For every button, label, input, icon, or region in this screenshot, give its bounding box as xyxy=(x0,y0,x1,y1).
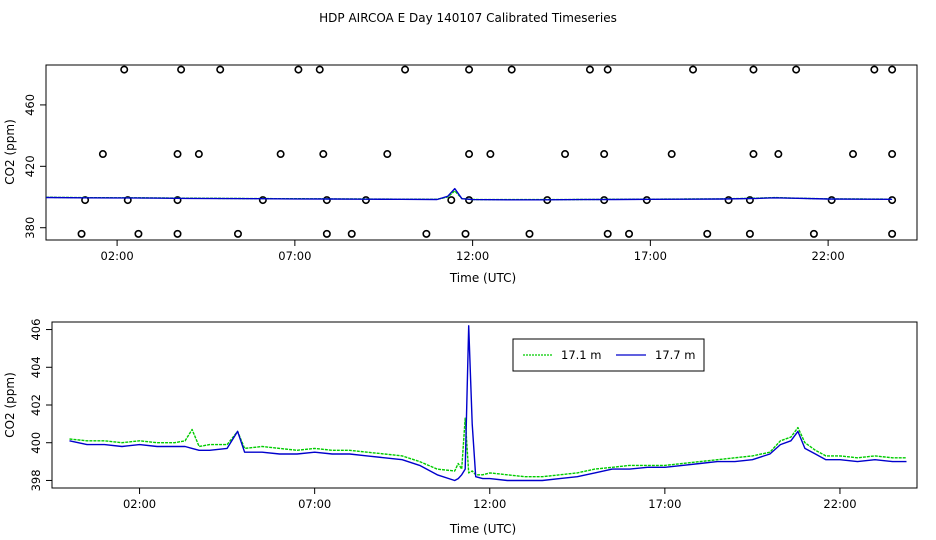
top-circle-point-34 xyxy=(319,150,328,159)
top-circle-point-6 xyxy=(422,229,431,238)
top-circle-point-5 xyxy=(347,229,356,238)
bottom-y-tick-label-1: 400 xyxy=(29,432,43,454)
top-circle-point-30 xyxy=(98,150,107,159)
top-circle-point-11 xyxy=(703,229,712,238)
top-x-tick-label-3: 17:00 xyxy=(634,249,667,263)
top-circle-point-19 xyxy=(322,196,331,205)
top-circle-point-55 xyxy=(689,65,698,74)
top-circle-point-0 xyxy=(77,229,86,238)
top-circle-point-25 xyxy=(642,196,651,205)
bottom-y-tick-label-4: 406 xyxy=(29,319,43,341)
top-circle-point-59 xyxy=(888,65,897,74)
top-series-lines xyxy=(45,187,893,201)
top-circle-point-47 xyxy=(216,65,225,74)
top-circle-point-16 xyxy=(123,196,132,205)
top-circle-point-58 xyxy=(870,65,879,74)
bottom-x-axis-label: Time (UTC) xyxy=(449,522,516,536)
bottom-series-lines xyxy=(69,325,907,482)
legend-label-17-1m: 17.1 m xyxy=(561,348,601,362)
top-y-tick-label-2: 460 xyxy=(23,94,37,116)
top-circle-point-31 xyxy=(173,150,182,159)
legend: 17.1 m 17.7 m xyxy=(512,338,705,372)
top-circle-point-28 xyxy=(827,196,836,205)
bottom-y-tick-label-3: 404 xyxy=(29,356,43,378)
top-circle-point-27 xyxy=(745,196,754,205)
top-circle-point-1 xyxy=(134,229,143,238)
top-circle-point-41 xyxy=(749,150,758,159)
top-circle-point-39 xyxy=(600,150,609,159)
bottom-plot-box xyxy=(51,321,918,489)
top-circle-point-44 xyxy=(888,150,897,159)
bottom-x-ticks: 02:00 07:00 12:00 17:00 22:00 xyxy=(123,488,857,511)
top-circle-point-3 xyxy=(233,229,242,238)
top-circle-point-57 xyxy=(792,65,801,74)
top-circle-point-14 xyxy=(888,229,897,238)
legend-label-17-7m: 17.7 m xyxy=(655,348,695,362)
top-circle-point-54 xyxy=(603,65,612,74)
top-circle-point-9 xyxy=(603,229,612,238)
top-circle-point-7 xyxy=(461,229,470,238)
top-x-tick-label-2: 12:00 xyxy=(456,249,489,263)
top-circle-point-32 xyxy=(194,150,203,159)
top-panel: 02:00 07:00 12:00 17:00 22:00 380 420 460 Time… xyxy=(3,64,918,285)
top-circle-point-26 xyxy=(724,196,733,205)
top-circle-point-33 xyxy=(276,150,285,159)
figure-title: HDP AIRCOA E Day 140107 Calibrated Times… xyxy=(319,11,617,25)
bottom-series-line-0 xyxy=(69,417,907,478)
top-series-line-1 xyxy=(45,187,893,201)
top-circle-point-8 xyxy=(525,229,534,238)
top-circle-point-56 xyxy=(749,65,758,74)
bottom-x-tick-label-2: 12:00 xyxy=(473,497,506,511)
top-circle-point-53 xyxy=(585,65,594,74)
top-x-ticks: 02:00 07:00 12:00 17:00 22:00 xyxy=(101,240,845,263)
top-x-axis-label: Time (UTC) xyxy=(449,271,516,285)
top-circle-point-17 xyxy=(173,196,182,205)
top-circle-point-43 xyxy=(849,150,858,159)
top-circle-point-2 xyxy=(173,229,182,238)
top-circle-point-15 xyxy=(81,196,90,205)
bottom-y-ticks: 398 400 402 404 406 xyxy=(29,319,52,491)
bottom-x-tick-label-0: 02:00 xyxy=(123,497,156,511)
top-x-tick-label-4: 22:00 xyxy=(812,249,845,263)
bottom-x-tick-label-3: 17:00 xyxy=(648,497,681,511)
top-y-axis-label: CO2 (ppm) xyxy=(3,119,17,185)
top-circle-point-4 xyxy=(322,229,331,238)
top-circle-point-40 xyxy=(667,150,676,159)
top-circle-point-38 xyxy=(561,150,570,159)
bottom-y-tick-label-2: 402 xyxy=(29,394,43,416)
top-y-tick-label-0: 380 xyxy=(23,217,37,239)
top-y-tick-label-1: 420 xyxy=(23,155,37,177)
top-y-ticks: 380 420 460 xyxy=(23,94,46,239)
top-circle-point-52 xyxy=(507,65,516,74)
bottom-x-tick-label-4: 22:00 xyxy=(823,497,856,511)
top-circle-point-50 xyxy=(401,65,410,74)
top-circle-point-46 xyxy=(177,65,186,74)
top-circle-point-45 xyxy=(120,65,129,74)
top-circle-point-13 xyxy=(809,229,818,238)
bottom-y-axis-label: CO2 (ppm) xyxy=(3,372,17,438)
top-circle-point-35 xyxy=(383,150,392,159)
bottom-series-line-1 xyxy=(69,325,907,482)
top-circle-point-29 xyxy=(888,196,897,205)
top-circle-point-42 xyxy=(774,150,783,159)
bottom-panel: 02:00 07:00 12:00 17:00 22:00 398 400 402 404 40… xyxy=(3,319,918,536)
top-circle-point-51 xyxy=(465,65,474,74)
bottom-y-tick-label-0: 398 xyxy=(29,469,43,491)
bottom-x-tick-label-1: 07:00 xyxy=(298,497,331,511)
top-circle-point-12 xyxy=(745,229,754,238)
top-x-tick-label-1: 07:00 xyxy=(278,249,311,263)
top-x-tick-label-0: 02:00 xyxy=(101,249,134,263)
top-circle-point-21 xyxy=(447,196,456,205)
top-circle-point-20 xyxy=(361,196,370,205)
top-circle-point-49 xyxy=(315,65,324,74)
top-circle-points xyxy=(77,65,897,238)
top-circle-point-18 xyxy=(258,196,267,205)
top-circle-point-36 xyxy=(465,150,474,159)
top-plot-box xyxy=(45,64,918,241)
top-circle-point-10 xyxy=(625,229,634,238)
top-circle-point-37 xyxy=(486,150,495,159)
top-circle-point-48 xyxy=(294,65,303,74)
